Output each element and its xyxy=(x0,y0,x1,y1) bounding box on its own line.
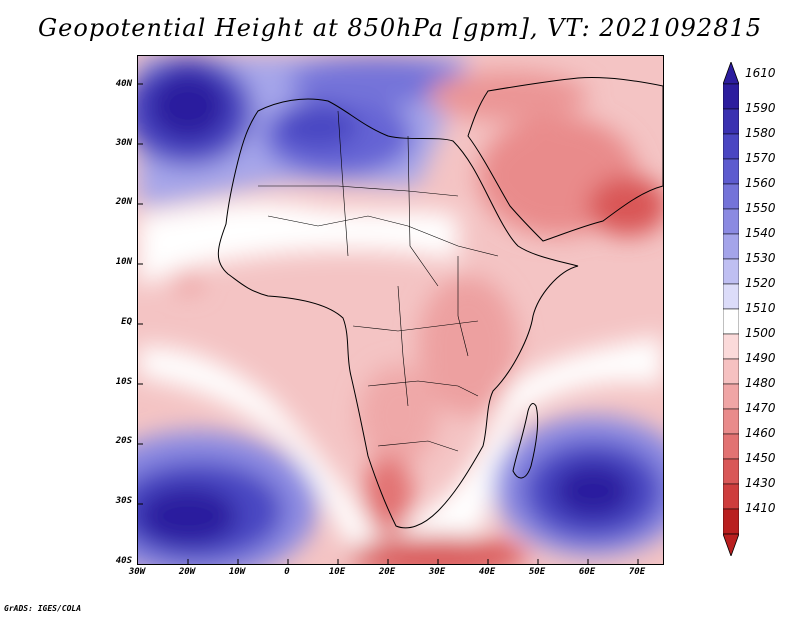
lat-label-40s: 40S xyxy=(115,556,132,566)
colorbar-label: 1570 xyxy=(745,151,776,165)
lon-label-30w: 30W xyxy=(128,567,146,577)
colorbar-label: 1500 xyxy=(745,326,776,340)
colorbar-cell xyxy=(723,433,739,460)
colorbar-cell xyxy=(723,158,739,185)
colorbar-cell xyxy=(723,208,739,235)
colorbar-label: 1530 xyxy=(745,251,776,265)
colorbar-cell xyxy=(723,483,739,510)
colorbar-cell xyxy=(723,308,739,335)
lon-label-40e: 40E xyxy=(478,567,496,577)
colorbar-label: 1460 xyxy=(745,426,776,440)
colorbar-label: 1480 xyxy=(745,376,776,390)
credit-text: GrADS: IGES/COLA xyxy=(4,604,82,613)
colorbar-cell xyxy=(723,233,739,260)
colorbar-cell xyxy=(723,508,739,535)
lat-label-10n: 10N xyxy=(115,257,132,267)
colorbar-cells xyxy=(723,83,739,535)
map-title: Geopotential Height at 850hPa [gpm], VT:… xyxy=(38,14,762,42)
colorbar-cell xyxy=(723,83,739,110)
lon-label-20w: 20W xyxy=(178,567,196,577)
lat-label-20s: 20S xyxy=(115,436,132,446)
lon-label-20e: 20E xyxy=(378,567,396,577)
colorbar-cell xyxy=(723,183,739,210)
colorbar-label: 1540 xyxy=(745,226,776,240)
colorbar-label: 1430 xyxy=(745,476,776,490)
lat-label-20n: 20N xyxy=(115,197,132,207)
lon-label-50e: 50E xyxy=(528,567,546,577)
country-borders xyxy=(258,110,499,452)
colorbar-label: 1520 xyxy=(745,276,776,290)
colorbar-top-arrow xyxy=(723,62,739,85)
colorbar-label: 1450 xyxy=(745,451,776,465)
colorbar-label: 1510 xyxy=(745,301,776,315)
colorbar-cell xyxy=(723,108,739,135)
colorbar-cell xyxy=(723,383,739,410)
lon-label-0: 0 xyxy=(284,567,290,577)
lat-label-30s: 30S xyxy=(115,496,132,506)
coastlines xyxy=(217,77,663,529)
lat-label-10s: 10S xyxy=(115,377,132,387)
colorbar-label: 1610 xyxy=(745,66,776,80)
colorbar-label: 1410 xyxy=(745,501,776,515)
colorbar-label: 1590 xyxy=(745,101,776,115)
colorbar-label: 1470 xyxy=(745,401,776,415)
colorbar-cell xyxy=(723,258,739,285)
colorbar-label: 1580 xyxy=(745,126,776,140)
colorbar-cell xyxy=(723,333,739,360)
colorbar-cell xyxy=(723,408,739,435)
colorbar-bottom-arrow xyxy=(723,533,739,556)
colorbar xyxy=(723,62,739,556)
colorbar-label: 1550 xyxy=(745,201,776,215)
colorbar-cell xyxy=(723,133,739,160)
colorbar-cell xyxy=(723,358,739,385)
lon-label-60e: 60E xyxy=(578,567,596,577)
colorbar-label: 1560 xyxy=(745,176,776,190)
height-field-map xyxy=(138,56,663,564)
lon-label-10e: 10E xyxy=(328,567,346,577)
colorbar-cell xyxy=(723,458,739,485)
lon-label-10w: 10W xyxy=(228,567,246,577)
colorbar-label: 1490 xyxy=(745,351,776,365)
map-panel xyxy=(137,55,664,565)
field-shading xyxy=(138,56,663,564)
lon-label-70e: 70E xyxy=(628,567,646,577)
lon-label-30e: 30E xyxy=(428,567,446,577)
lat-label-30n: 30N xyxy=(115,138,132,148)
colorbar-cell xyxy=(723,283,739,310)
lat-label-eq: EQ xyxy=(121,317,132,327)
lat-label-40n: 40N xyxy=(115,79,132,89)
axis-ticks xyxy=(138,83,639,564)
